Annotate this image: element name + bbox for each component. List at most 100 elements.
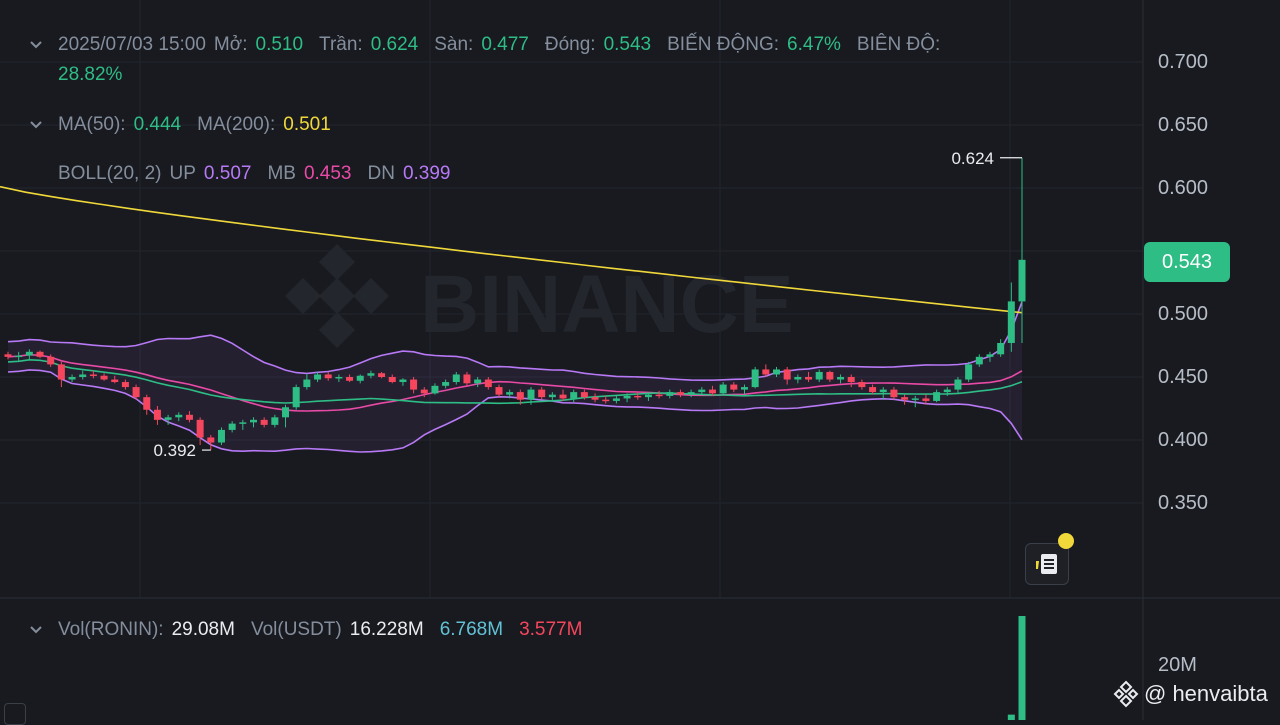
candle-body [783,369,791,380]
credit-watermark: @ henvaibta [1112,680,1268,708]
candle-body [740,387,748,390]
amplitude-row: 28.82% [58,64,138,86]
bollinger-bands [0,185,1023,453]
chevron-down-icon[interactable] [30,624,42,636]
candle-body [282,407,290,418]
watermark-diamond [285,278,321,314]
boll-up-label: UP [169,163,196,184]
candle-body [943,389,951,393]
candle-body [933,392,941,401]
candle-body [463,374,471,384]
candle-body [634,395,642,398]
candle-body [79,374,87,377]
settings-toggle[interactable] [4,703,26,725]
price-tick: 0.500 [1158,303,1209,325]
candle-body [826,371,834,380]
candle-body [68,377,76,380]
boll-row: BOLL(20, 2) UP 0.507 MB 0.453 DN 0.399 [58,163,467,185]
volume-row: Vol(RONIN): 29.08M Vol(USDT) 16.228M 6.768… [30,619,598,641]
boll-lower-line [7,369,1023,453]
candle-body [815,371,823,380]
watermark-diamond [319,278,355,314]
vol-sell-value: 3.577M [519,619,583,640]
candle-body [356,375,364,381]
high-value: 0.624 [370,34,419,55]
price-tick: 0.450 [1158,366,1209,388]
low-value: 0.477 [481,34,529,55]
candle-body [175,414,183,418]
price-annotations: 0.624 0.392 [153,149,1022,460]
candle-body [431,385,439,394]
low-annotation-label: 0.392 [153,441,196,460]
change-value: 6.47% [787,34,841,55]
candle-body [1007,301,1015,343]
candle-body [602,399,610,402]
candle-body [676,392,684,395]
candle-body [965,364,973,380]
candle-datetime: 2025/07/03 15:00 [58,34,206,55]
high-label: Trần: [319,34,363,55]
candle-body [922,398,930,401]
candle-body [751,369,759,388]
vol-ronin-label: Vol(RONIN): [58,619,164,640]
candle-body [314,374,322,380]
volume-bar [1007,714,1015,720]
candle-body [644,394,652,398]
vol-usdt-value: 16.228M [349,619,424,640]
chevron-down-icon[interactable] [30,39,42,51]
candle-body [196,419,204,438]
volume-bar [1018,616,1026,720]
candles [4,157,1026,451]
candle-body [698,389,706,393]
price-tick: 0.650 [1158,114,1209,136]
candle-body [506,392,514,395]
candle-body [57,364,65,380]
watermark-diamond [319,312,355,348]
candle-body [869,387,877,393]
candle-body [239,422,247,424]
close-value: 0.543 [603,34,652,55]
candle-body [954,379,962,390]
candle-body [303,379,311,388]
binance-watermark-logo-icon [285,244,389,348]
candle-body [858,382,866,388]
candle-body [207,437,215,443]
candle-body [335,377,343,379]
boll-up-value: 0.507 [203,163,252,184]
candle-body [538,389,546,398]
candle-body [580,392,588,398]
ma200-line [0,185,1023,314]
candle-body [805,377,813,380]
candle-body [847,377,855,383]
candle-body [527,389,535,400]
boll-label: BOLL(20, 2) [58,163,162,184]
candle-body [346,377,354,381]
candle-body [986,354,994,357]
price-tick: 0.700 [1158,51,1209,73]
ma50-value: 0.444 [133,114,182,135]
vol-usdt-label: Vol(USDT) [250,619,342,640]
candle-body [911,398,919,400]
candle-body [410,379,418,390]
ma50-label: MA(50): [58,114,126,135]
candle-body [217,429,225,443]
watermark-diamond [319,244,355,280]
notes-button[interactable] [1025,543,1069,585]
current-price-badge: 0.543 [1144,242,1230,282]
candle-body [47,356,55,365]
candle-body [474,379,482,384]
candle-body [687,392,695,395]
candle-body [719,384,727,394]
candle-body [25,351,33,356]
candle-body [730,384,738,390]
candle-body [420,389,428,394]
candle-body [484,379,492,388]
candle-body [901,397,909,400]
boll-dn-value: 0.399 [402,163,451,184]
candle-body [100,375,108,380]
change-label: BIẾN ĐỘNG: [667,34,780,55]
candle-body [367,373,375,376]
chevron-down-icon[interactable] [30,119,42,131]
